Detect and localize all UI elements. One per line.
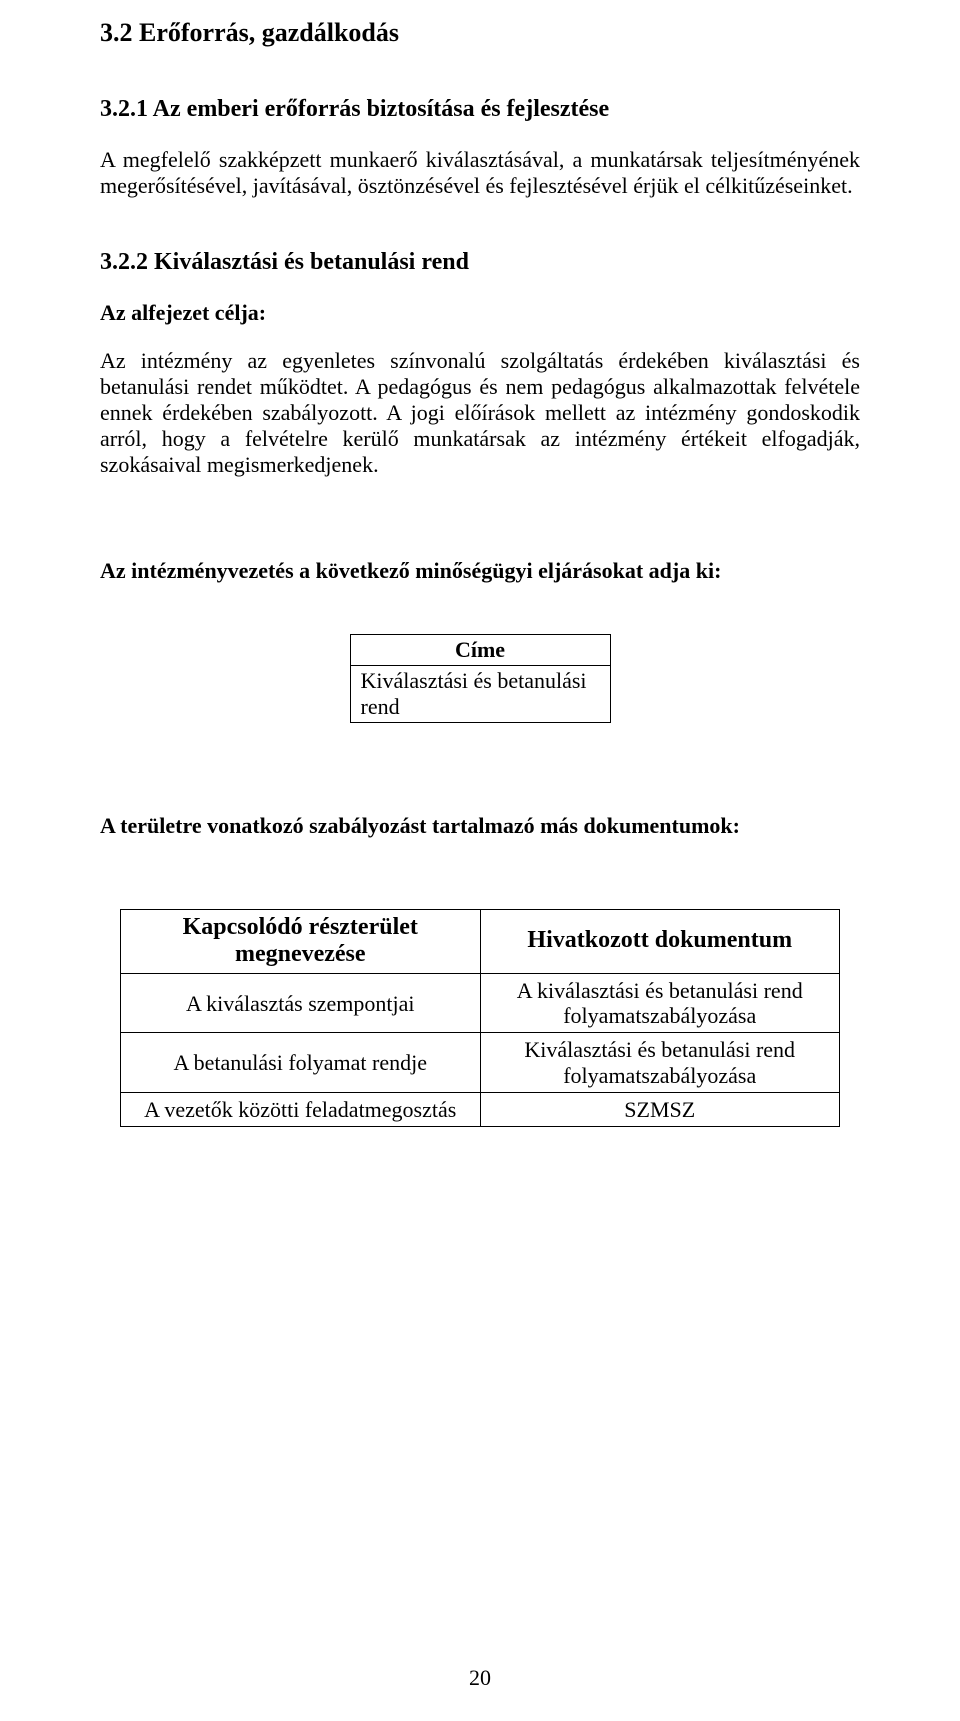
table-row: A betanulási folyamat rendje Kiválasztás… — [121, 1033, 840, 1093]
related-col2-header: Hivatkozott dokumentum — [480, 909, 840, 973]
subsection-2-paragraph: Az intézmény az egyenletes színvonalú sz… — [100, 348, 860, 478]
subsection-2-title: 3.2.2 Kiválasztási és betanulási rend — [100, 249, 860, 276]
table-row: A vezetők közötti feladatmegosztás SZMSZ — [121, 1093, 840, 1127]
table-row: Címe — [350, 634, 610, 665]
procedures-intro: Az intézményvezetés a következő minőségü… — [100, 558, 860, 584]
page-number: 20 — [0, 1665, 960, 1691]
related-left-cell: A kiválasztás szempontjai — [121, 973, 481, 1033]
subsection-1-title: 3.2.1 Az emberi erőforrás biztosítása és… — [100, 96, 860, 123]
table-row: Kiválasztási és betanulási rend — [350, 665, 610, 722]
section-title: 3.2 Erőforrás, gazdálkodás — [100, 18, 860, 48]
related-docs-table: Kapcsolódó részterület megnevezése Hivat… — [120, 909, 840, 1128]
procedures-box-header: Címe — [350, 634, 610, 665]
goal-label: Az alfejezet célja: — [100, 300, 860, 326]
related-right-cell: SZMSZ — [480, 1093, 840, 1127]
table-row: Kapcsolódó részterület megnevezése Hivat… — [121, 909, 840, 973]
procedures-box-row: Kiválasztási és betanulási rend — [350, 665, 610, 722]
related-left-cell: A betanulási folyamat rendje — [121, 1033, 481, 1093]
related-right-cell: Kiválasztási és betanulási rend folyamat… — [480, 1033, 840, 1093]
document-page: 3.2 Erőforrás, gazdálkodás 3.2.1 Az embe… — [0, 0, 960, 1721]
table-row: A kiválasztás szempontjai A kiválasztási… — [121, 973, 840, 1033]
subsection-1-paragraph: A megfelelő szakképzett munkaerő kiválas… — [100, 147, 860, 199]
related-docs-heading: A területre vonatkozó szabályozást tarta… — [100, 813, 860, 839]
related-col1-header: Kapcsolódó részterület megnevezése — [121, 909, 481, 973]
related-left-cell: A vezetők közötti feladatmegosztás — [121, 1093, 481, 1127]
related-right-cell: A kiválasztási és betanulási rend folyam… — [480, 973, 840, 1033]
procedures-box: Címe Kiválasztási és betanulási rend — [350, 634, 611, 723]
